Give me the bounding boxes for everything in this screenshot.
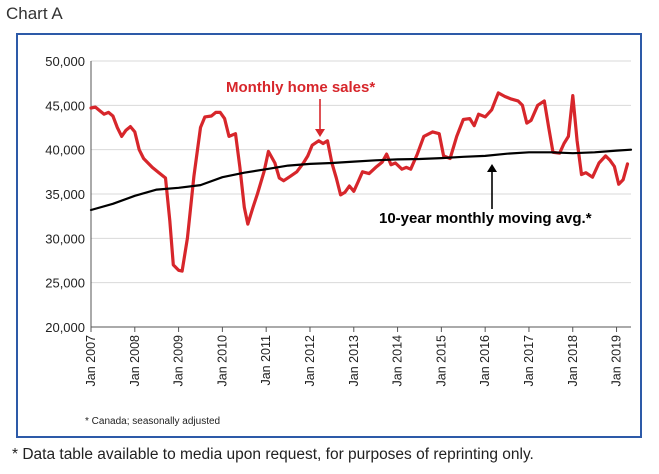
- monthly-sales-line: [89, 91, 630, 273]
- x-tick-label: Jan 2010: [215, 335, 229, 386]
- x-tick-label: Jan 2018: [566, 335, 580, 386]
- moving-average-line: [89, 148, 633, 212]
- y-tick-label: 45,000: [45, 98, 85, 113]
- chart-note: * Canada; seasonally adjusted: [85, 416, 220, 427]
- x-tick-label: Jan 2007: [84, 335, 98, 386]
- footnote: * Data table available to media upon req…: [12, 446, 534, 463]
- chart-frame: 20,000 25,000 30,000 35,000 40,000 45,000 50,0…: [16, 33, 642, 438]
- line-chart: 20,000 25,000 30,000 35,000 40,000 45,000 50,0…: [45, 54, 633, 427]
- x-axis-ticks: Jan 2007 Jan 2008 Jan 2009 Jan 2010 Jan 2011…: [84, 327, 624, 386]
- annotation-layer: Monthly home sales* 10-year monthly movi…: [85, 79, 592, 427]
- x-tick-label: Jan 2016: [478, 335, 492, 386]
- grid-layer: [90, 60, 631, 328]
- y-tick-label: 35,000: [45, 187, 85, 202]
- x-tick-label: Jan 2009: [172, 335, 186, 386]
- x-tick-label: Jan 2019: [610, 335, 624, 386]
- average-annotation: 10-year monthly moving avg.*: [379, 210, 592, 227]
- series-layer: [89, 91, 633, 273]
- x-tick-label: Jan 2008: [128, 335, 142, 386]
- sales-annotation-arrowhead: [315, 129, 325, 137]
- x-tick-label: Jan 2017: [522, 335, 536, 386]
- x-tick-label: Jan 2013: [347, 335, 361, 386]
- y-tick-label: 40,000: [45, 143, 85, 158]
- x-tick-label: Jan 2014: [391, 335, 405, 386]
- x-tick-label: Jan 2012: [303, 335, 317, 386]
- y-tick-label: 50,000: [45, 54, 85, 69]
- sales-annotation: Monthly home sales*: [226, 79, 375, 96]
- x-tick-label: Jan 2011: [259, 335, 273, 386]
- y-tick-label: 30,000: [45, 231, 85, 246]
- y-axis-ticks: 20,000 25,000 30,000 35,000 40,000 45,000 50,0…: [45, 54, 85, 335]
- x-tick-label: Jan 2015: [434, 335, 448, 386]
- average-annotation-arrowhead: [487, 164, 497, 172]
- y-tick-label: 20,000: [45, 320, 85, 335]
- y-tick-label: 25,000: [45, 276, 85, 291]
- chart-label: Chart A: [6, 4, 63, 23]
